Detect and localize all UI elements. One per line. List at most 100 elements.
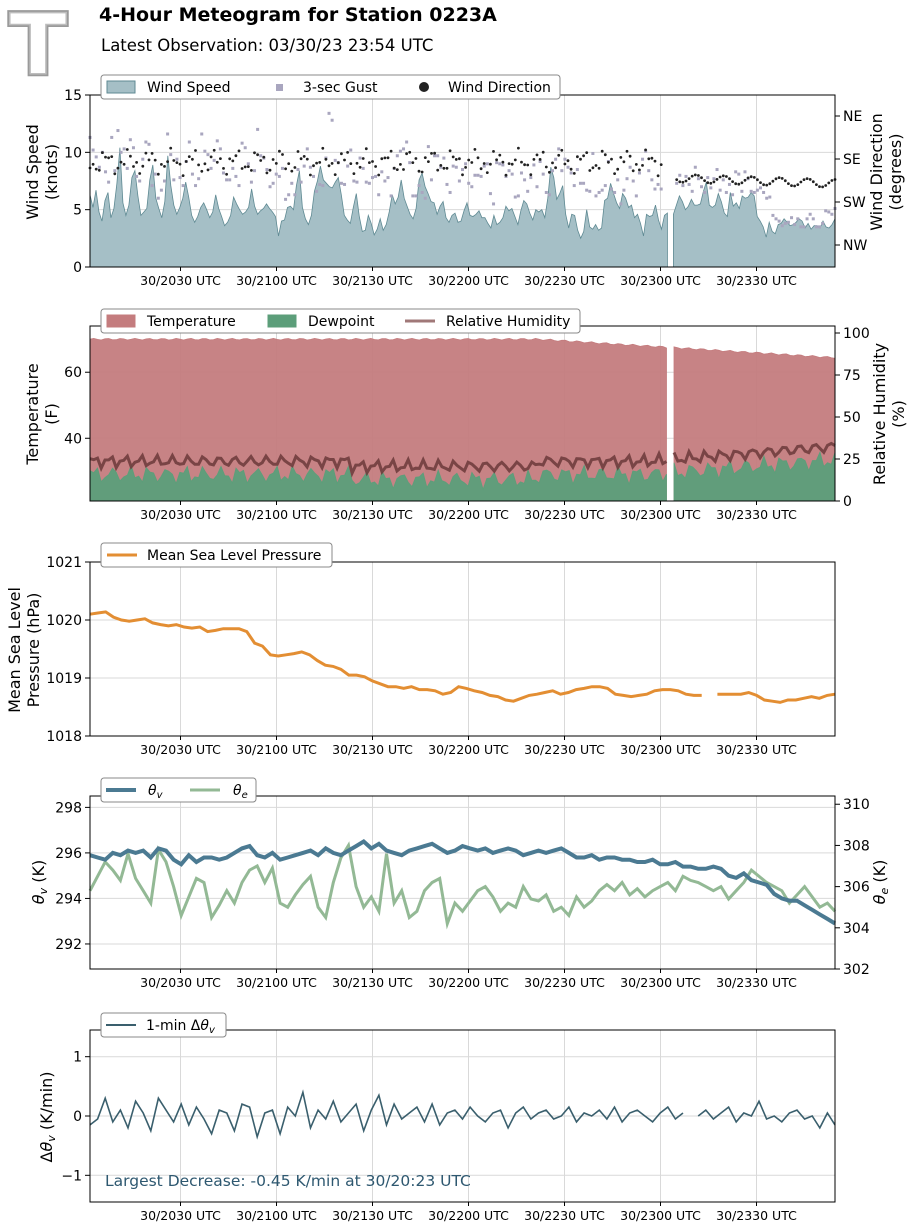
x-tick-label: 30/2030 UTC (140, 507, 221, 522)
legend-label: θe (233, 783, 248, 801)
delta-theta-panel: −1 0 1 30/2030 UTC 30/2100 UTC 30/2130 UTC 30/… (37, 1012, 836, 1223)
direction-point (479, 167, 483, 171)
gust-point (131, 146, 135, 150)
gust-point (367, 181, 371, 185)
gust-point (678, 173, 682, 177)
dewpoint-area (89, 463, 667, 502)
direction-point (147, 158, 151, 162)
direction-point (535, 153, 539, 157)
y-tick-label: 10 (64, 145, 82, 161)
gust-point (485, 162, 489, 166)
gust-point (560, 169, 564, 173)
direction-point (309, 173, 312, 177)
gust-point (616, 178, 620, 182)
gust-point (790, 216, 794, 220)
gust-point (318, 182, 322, 186)
y-tick-label: 298 (55, 800, 82, 816)
direction-point (684, 179, 688, 183)
gust-point (454, 165, 458, 169)
gust-point (144, 140, 148, 144)
y-tick-label: −1 (61, 1168, 82, 1184)
direction-point (91, 162, 95, 166)
direction-point (576, 155, 579, 159)
direction-point (430, 152, 433, 155)
gust-point (408, 161, 412, 165)
direction-point (436, 168, 440, 172)
direction-point (790, 184, 793, 188)
gust-point (808, 212, 812, 216)
gust-point (830, 212, 834, 216)
direction-point (191, 157, 194, 161)
gust-point (411, 194, 415, 198)
direction-point (619, 156, 623, 159)
plot-border (89, 795, 836, 970)
direction-point (439, 164, 443, 167)
gust-point (731, 193, 735, 197)
legend-label: Wind Speed (147, 80, 231, 96)
gust-point (575, 168, 579, 172)
gust-point (461, 168, 464, 172)
y-tick-label: 294 (55, 891, 82, 907)
gust-point (243, 146, 247, 150)
direction-point (793, 184, 796, 188)
direction-point (566, 159, 570, 163)
direction-point (600, 149, 604, 153)
direction-point (638, 168, 641, 172)
gust-point (280, 166, 284, 170)
gust-point (246, 162, 250, 166)
x-tick-label: 30/2300 UTC (620, 507, 701, 522)
direction-point (777, 176, 781, 180)
direction-point (532, 158, 536, 161)
direction-point (582, 154, 585, 158)
gust-point (206, 153, 210, 157)
legend-label: Temperature (146, 314, 236, 330)
gust-point (178, 176, 182, 180)
x-tick-label: 30/2030 UTC (140, 1208, 221, 1223)
x-tick-label: 30/2330 UTC (716, 507, 797, 522)
direction-point (756, 178, 759, 182)
direction-point (187, 155, 191, 159)
y-tick-label: 60 (64, 365, 82, 381)
direction-point (495, 158, 498, 162)
gust-point (383, 179, 387, 183)
direction-point (442, 166, 446, 170)
direction-point (613, 172, 616, 176)
direction-point (554, 166, 557, 170)
x-tick-label: 30/2200 UTC (428, 742, 509, 757)
direction-point (678, 180, 682, 184)
direction-point (256, 153, 259, 157)
gust-point (107, 180, 111, 184)
direction-point (340, 152, 343, 156)
direction-point (321, 146, 325, 150)
direction-point (529, 173, 533, 177)
gust-point (163, 179, 166, 183)
direction-point (175, 161, 179, 165)
gust-point (249, 180, 253, 184)
gust-point (141, 157, 145, 161)
x-tick-label: 30/2100 UTC (236, 975, 317, 990)
gust-point (582, 181, 586, 185)
x-tick-label: 30/2200 UTC (428, 273, 509, 288)
gust-point (759, 186, 762, 190)
theta-v-axis-label: θv (K) (29, 860, 50, 904)
gust-point (448, 190, 452, 194)
y-tick-label: 1 (73, 1050, 82, 1066)
theta-e-axis-label: θe (K) (870, 860, 891, 905)
y-tick-label: 1021 (46, 555, 82, 571)
direction-point (830, 179, 834, 182)
x-tick-label: 30/2300 UTC (620, 742, 701, 757)
y-tick-label: 1018 (46, 729, 82, 745)
gust-point (709, 186, 713, 190)
gust-point (814, 225, 818, 229)
y2-tick-label: 302 (843, 962, 870, 978)
gust-point (578, 181, 582, 185)
direction-point (569, 167, 573, 171)
direction-point (734, 182, 738, 186)
direction-point (402, 168, 405, 171)
gust-point (802, 225, 806, 229)
gust-point (532, 163, 536, 167)
gust-point (234, 174, 238, 178)
direction-point (476, 156, 480, 160)
gust-point (817, 225, 821, 229)
gust-point (625, 177, 629, 181)
